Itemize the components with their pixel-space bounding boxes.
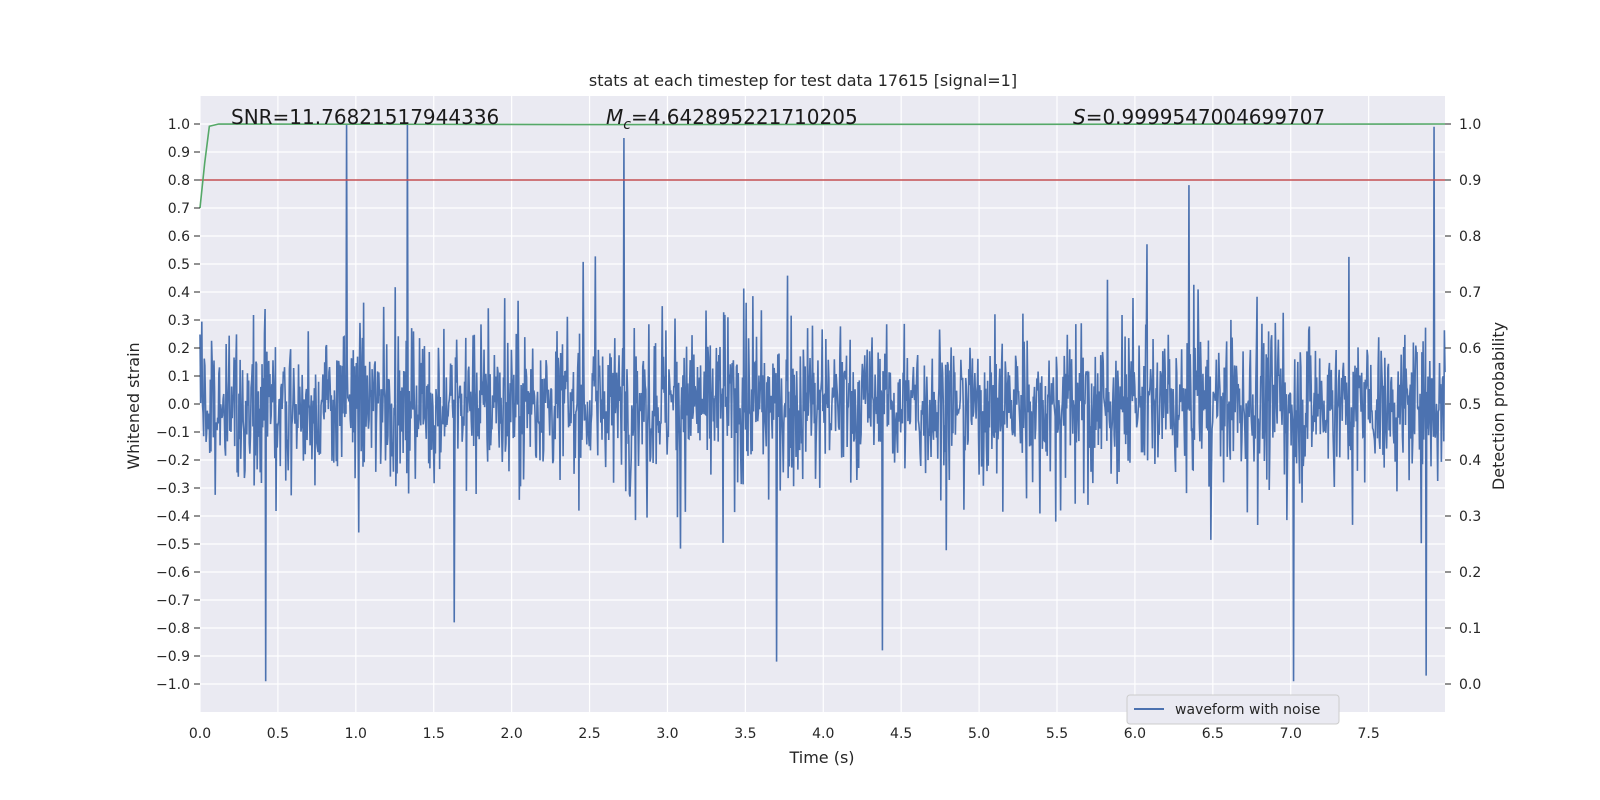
x-tick-label: 5.5 <box>1046 726 1068 742</box>
y-right-tick-label: 0.1 <box>1459 621 1481 637</box>
x-tick-label: 4.5 <box>890 726 912 742</box>
legend-box <box>1126 694 1340 725</box>
y-tick-label: 0.1 <box>168 369 190 385</box>
y-tick-label: −0.4 <box>156 509 190 525</box>
x-tick-label: 2.0 <box>501 726 523 742</box>
x-tick-label: 6.0 <box>1124 726 1146 742</box>
y-tick-label: −0.7 <box>156 593 190 609</box>
x-tick-label: 6.5 <box>1202 726 1224 742</box>
y-right-axis-ticks: 1.0 0.9 0.8 0.7 0.6 0.5 0.4 0.3 0.2 0.1 0.0 <box>1445 117 1481 693</box>
y-axis-label: Whitened strain <box>124 342 143 469</box>
mc-symbol: M <box>606 105 623 129</box>
y-axis-ticks: 1.0 0.9 0.8 0.7 0.6 0.5 0.4 0.3 0.2 0.1 0.0 −0.1 −0.… <box>156 117 200 693</box>
y-right-tick-label: 1.0 <box>1459 117 1481 133</box>
score-annotation: S=0.9999547004699707 <box>1073 105 1325 129</box>
y-tick-label: 0.3 <box>168 313 190 329</box>
y-right-tick-label: 0.6 <box>1459 341 1481 357</box>
x-tick-label: 5.0 <box>968 726 990 742</box>
y-tick-label: 0.5 <box>168 257 190 273</box>
x-tick-label: 1.0 <box>345 726 367 742</box>
legend-entry-waveform: waveform with noise <box>1175 702 1320 718</box>
y-right-tick-label: 0.7 <box>1459 285 1481 301</box>
x-tick-label: 2.5 <box>578 726 600 742</box>
x-tick-label: 3.5 <box>734 726 756 742</box>
y-tick-label: −0.1 <box>156 425 190 441</box>
y-tick-label: 0.6 <box>168 229 190 245</box>
x-tick-label: 3.0 <box>656 726 678 742</box>
x-tick-label: 0.0 <box>189 726 211 742</box>
y-tick-label: 0.0 <box>168 397 190 413</box>
x-tick-label: 7.5 <box>1358 726 1380 742</box>
waveform-series <box>199 123 1446 682</box>
y-right-tick-label: 0.5 <box>1459 397 1481 413</box>
x-axis-ticks: 0.0 0.5 1.0 1.5 2.0 2.5 3.0 3.5 4.0 4.5 5.0 5.5 6.0 6… <box>189 726 1380 742</box>
chart-title: stats at each timestep for test data 176… <box>589 71 1017 90</box>
y-tick-label: −0.3 <box>156 481 190 497</box>
y-right-tick-label: 0.0 <box>1459 677 1481 693</box>
s-symbol: S <box>1073 105 1086 129</box>
x-tick-label: 0.5 <box>267 726 289 742</box>
y-right-tick-label: 0.8 <box>1459 229 1481 245</box>
y-tick-label: 0.4 <box>168 285 190 301</box>
y-right-tick-label: 0.3 <box>1459 509 1481 525</box>
y-tick-label: −0.5 <box>156 537 190 553</box>
y-tick-label: 0.8 <box>168 173 190 189</box>
x-tick-label: 4.0 <box>812 726 834 742</box>
x-tick-label: 7.0 <box>1280 726 1302 742</box>
y-tick-label: −1.0 <box>156 677 190 693</box>
y-tick-label: −0.6 <box>156 565 190 581</box>
probability-line <box>199 123 1446 209</box>
x-tick-label: 1.5 <box>423 726 445 742</box>
probability-series <box>199 123 1446 209</box>
y-tick-label: 1.0 <box>168 117 190 133</box>
y-tick-label: 0.2 <box>168 341 190 357</box>
y-tick-label: −0.8 <box>156 621 190 637</box>
y-tick-label: −0.2 <box>156 453 190 469</box>
mc-value: =4.642895221710205 <box>631 105 858 129</box>
snr-annotation: SNR=11.76821517944336 <box>231 105 499 129</box>
y-tick-label: 0.7 <box>168 201 190 217</box>
y-tick-label: −0.9 <box>156 649 190 665</box>
s-value: =0.9999547004699707 <box>1086 105 1325 129</box>
waveform-line <box>199 123 1446 682</box>
y-right-tick-label: 0.4 <box>1459 453 1481 469</box>
y-right-tick-label: 0.2 <box>1459 565 1481 581</box>
chirp-mass-annotation: Mc=4.642895221710205 <box>606 105 858 133</box>
x-axis-label: Time (s) <box>788 748 854 767</box>
y-right-axis-label: Detection probability <box>1489 322 1508 490</box>
mc-subscript: c <box>623 117 631 133</box>
legend: waveform with noise <box>1126 694 1340 725</box>
y-tick-label: 0.9 <box>168 145 190 161</box>
y-right-tick-label: 0.9 <box>1459 173 1481 189</box>
